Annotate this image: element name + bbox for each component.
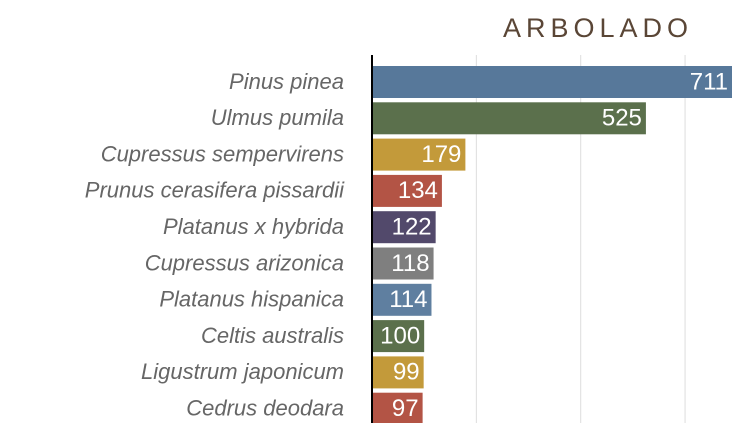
bar (372, 102, 646, 135)
value-label: 100 (380, 322, 420, 349)
bar (372, 211, 436, 244)
bar (372, 138, 466, 171)
bar (372, 392, 423, 423)
value-label: 118 (391, 250, 429, 277)
value-label: 114 (389, 286, 427, 313)
category-label: Cupressus arizonica (145, 250, 344, 275)
category-label: Cedrus deodara (186, 396, 344, 421)
category-label: Cupressus sempervirens (101, 141, 344, 166)
value-label: 122 (392, 214, 432, 241)
value-label: 99 (393, 359, 420, 386)
chart-title: ARBOLADO (503, 13, 693, 43)
category-label: Prunus cerasifera pissardii (85, 178, 345, 203)
category-label: Platanus hispanica (159, 287, 344, 312)
bar (372, 247, 434, 280)
value-label: 134 (398, 177, 438, 204)
bar (372, 283, 432, 316)
category-label: Pinus pinea (229, 69, 344, 94)
value-label: 179 (421, 141, 461, 168)
bar (372, 66, 732, 98)
category-label: Ligustrum japonicum (141, 359, 344, 384)
value-label: 97 (392, 395, 419, 422)
category-label: Ulmus pumila (211, 105, 344, 130)
category-label: Celtis australis (201, 323, 344, 348)
value-label: 525 (602, 105, 642, 132)
bar (372, 174, 442, 207)
value-label: 711 (690, 68, 728, 95)
category-label: Platanus x hybrida (163, 214, 344, 239)
bar (372, 356, 424, 389)
bar (372, 320, 425, 353)
